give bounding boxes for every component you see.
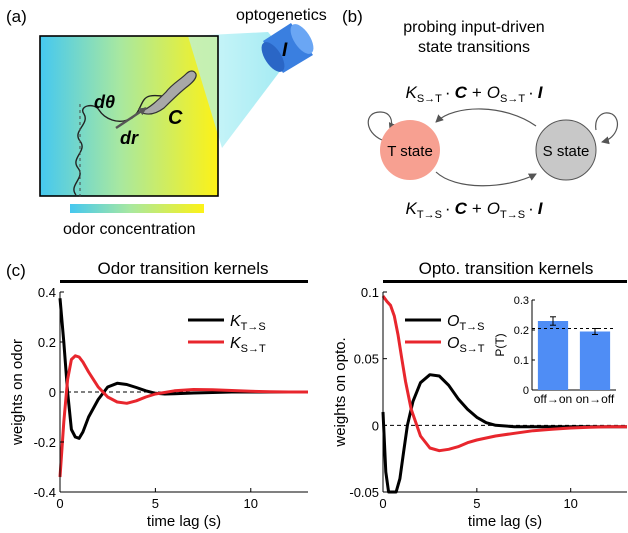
y-axis-label: weights on opto. xyxy=(332,337,349,447)
y-tick-label: 0.2 xyxy=(38,335,56,350)
inset-y-tick-label: 0.2 xyxy=(514,325,529,337)
x-tick-label: 10 xyxy=(244,496,258,511)
theta-label: dθ xyxy=(94,92,115,112)
panel-b: (b) probing input-driven state transitio… xyxy=(342,7,619,221)
odor-kernels-title: Odor transition kernels xyxy=(97,259,268,278)
inset-y-axis-label: P(T) xyxy=(493,333,507,356)
equation-t-to-s: KT→S · C + OT→S · I xyxy=(406,199,544,221)
legend-entry: KS→T xyxy=(230,335,266,355)
odor-kernel-chart: 0 5 10 -0.4 -0.2 0 0.2 0.4 time lag (s) weights o… xyxy=(9,285,308,530)
inset-y-tick-label: 0 xyxy=(523,385,529,397)
panel-b-title-line1: probing input-driven xyxy=(403,19,544,36)
y-tick-label: 0 xyxy=(49,385,56,400)
s-state-label: S state xyxy=(543,143,590,160)
arena-border xyxy=(39,35,219,197)
category-label: on→off xyxy=(576,392,615,406)
y-tick-label: -0.05 xyxy=(349,485,379,500)
bar xyxy=(537,321,569,390)
x-axis-label: time lag (s) xyxy=(468,513,542,530)
x-tick-label: 0 xyxy=(379,496,386,511)
s-self-loop xyxy=(595,112,619,145)
y-tick-label: 0.05 xyxy=(354,352,379,367)
light-source-icon: I xyxy=(261,23,314,73)
y-tick-label: 0.1 xyxy=(361,285,379,300)
y-axis-label: weights on odor xyxy=(9,339,26,446)
x-tick-label: 0 xyxy=(56,496,63,511)
dr-arrow xyxy=(115,107,147,129)
s-state-node xyxy=(535,119,597,181)
t-self-loop xyxy=(367,111,397,141)
optogenetics-label: optogenetics xyxy=(236,7,327,24)
inset-y-tick-label: 0.3 xyxy=(514,295,529,307)
odor-colorbar xyxy=(70,204,204,213)
arrow-t-to-s xyxy=(435,171,537,187)
light-intensity-symbol: I xyxy=(282,40,288,61)
panel-b-title-line2: state transitions xyxy=(418,39,530,56)
dr-label: dr xyxy=(120,128,139,148)
legend-entry: OS→T xyxy=(447,335,485,355)
opto-title-bar xyxy=(383,280,627,283)
opto-kernels-title: Opto. transition kernels xyxy=(419,259,594,278)
panel-b-label: (b) xyxy=(342,7,363,26)
legend-entry: KT→S xyxy=(230,313,266,333)
series-line xyxy=(58,298,308,440)
y-tick-label: -0.2 xyxy=(34,435,56,450)
worm-icon xyxy=(138,70,197,115)
panel-a-label: (a) xyxy=(6,7,27,26)
bar xyxy=(579,331,611,390)
equation-s-to-t: KS→T · C + OS→T · I xyxy=(406,83,544,105)
colorbar-label: odor concentration xyxy=(63,221,196,238)
odor-title-bar xyxy=(60,280,308,283)
legend-entry: OT→S xyxy=(447,313,485,333)
transition-probability-inset: off→on on→off 0 0.1 0.2 0.3 P(T) xyxy=(493,295,616,406)
odor-symbol: C xyxy=(168,107,183,129)
odor-arena xyxy=(40,36,218,196)
x-tick-label: 10 xyxy=(563,496,577,511)
t-state-node xyxy=(380,120,440,180)
y-tick-label: 0.4 xyxy=(38,285,56,300)
series-line xyxy=(58,354,308,478)
panel-c: (c) Odor transition kernels Opto. transi… xyxy=(6,259,627,530)
series-line xyxy=(381,295,627,453)
light-beam xyxy=(188,32,290,148)
panel-a: (a) optogenetics I dθ dr C odor concentr… xyxy=(6,7,327,238)
panel-c-label: (c) xyxy=(6,261,26,280)
x-tick-label: 5 xyxy=(473,496,480,511)
y-tick-label: -0.4 xyxy=(34,485,56,500)
arrow-s-to-t xyxy=(435,108,537,127)
inset-y-tick-label: 0.1 xyxy=(514,355,529,367)
y-tick-label: 0 xyxy=(372,418,379,433)
x-axis-label: time lag (s) xyxy=(147,513,221,530)
t-state-label: T state xyxy=(387,143,433,160)
x-tick-label: 5 xyxy=(152,496,159,511)
category-label: off→on xyxy=(534,392,572,406)
